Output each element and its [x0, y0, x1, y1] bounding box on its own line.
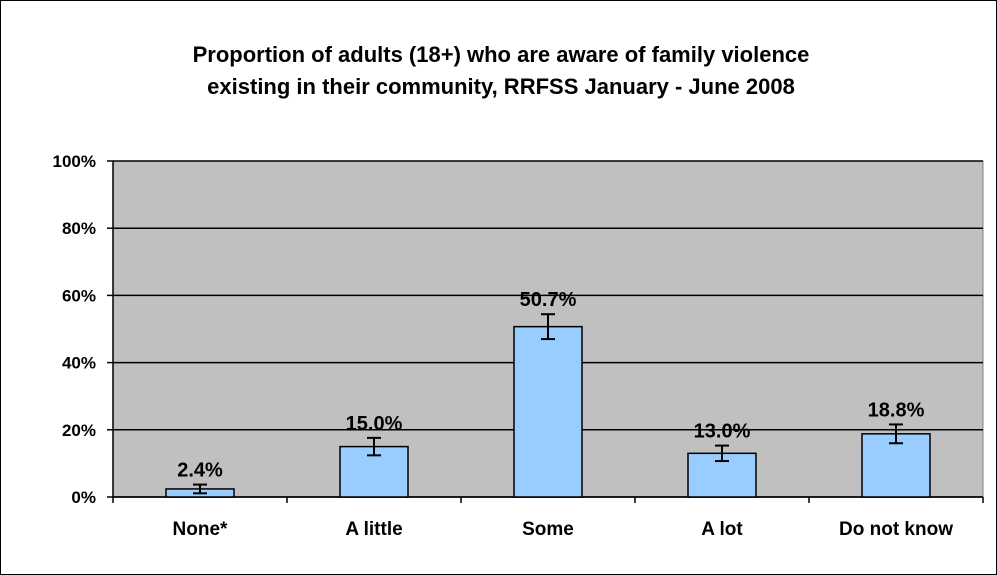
data-label: 18.8%: [868, 399, 925, 421]
y-tick-label: 100%: [53, 152, 96, 171]
y-tick-label: 0%: [71, 488, 96, 507]
y-tick-label: 40%: [62, 354, 96, 373]
data-label: 15.0%: [346, 413, 403, 435]
x-category-label: A lot: [701, 519, 743, 540]
y-tick-label: 60%: [62, 286, 96, 305]
bar: [861, 433, 931, 498]
x-category-label: Do not know: [839, 519, 953, 540]
x-category-label: A little: [345, 519, 402, 540]
chart-title-line-1: Proportion of adults (18+) who are aware…: [192, 42, 810, 67]
y-tick-label: 20%: [62, 421, 96, 440]
x-category-label: None*: [173, 519, 229, 540]
bar: [513, 325, 583, 498]
data-label: 50.7%: [520, 289, 577, 311]
x-category-label: Some: [522, 519, 574, 540]
chart-title-line-2: existing in their community, RRFSS Janua…: [207, 74, 795, 99]
y-tick-label: 80%: [62, 219, 96, 238]
data-label: 13.0%: [694, 421, 751, 443]
data-label: 2.4%: [177, 460, 223, 482]
chart-title: Proportion of adults (18+) who are aware…: [61, 39, 941, 103]
